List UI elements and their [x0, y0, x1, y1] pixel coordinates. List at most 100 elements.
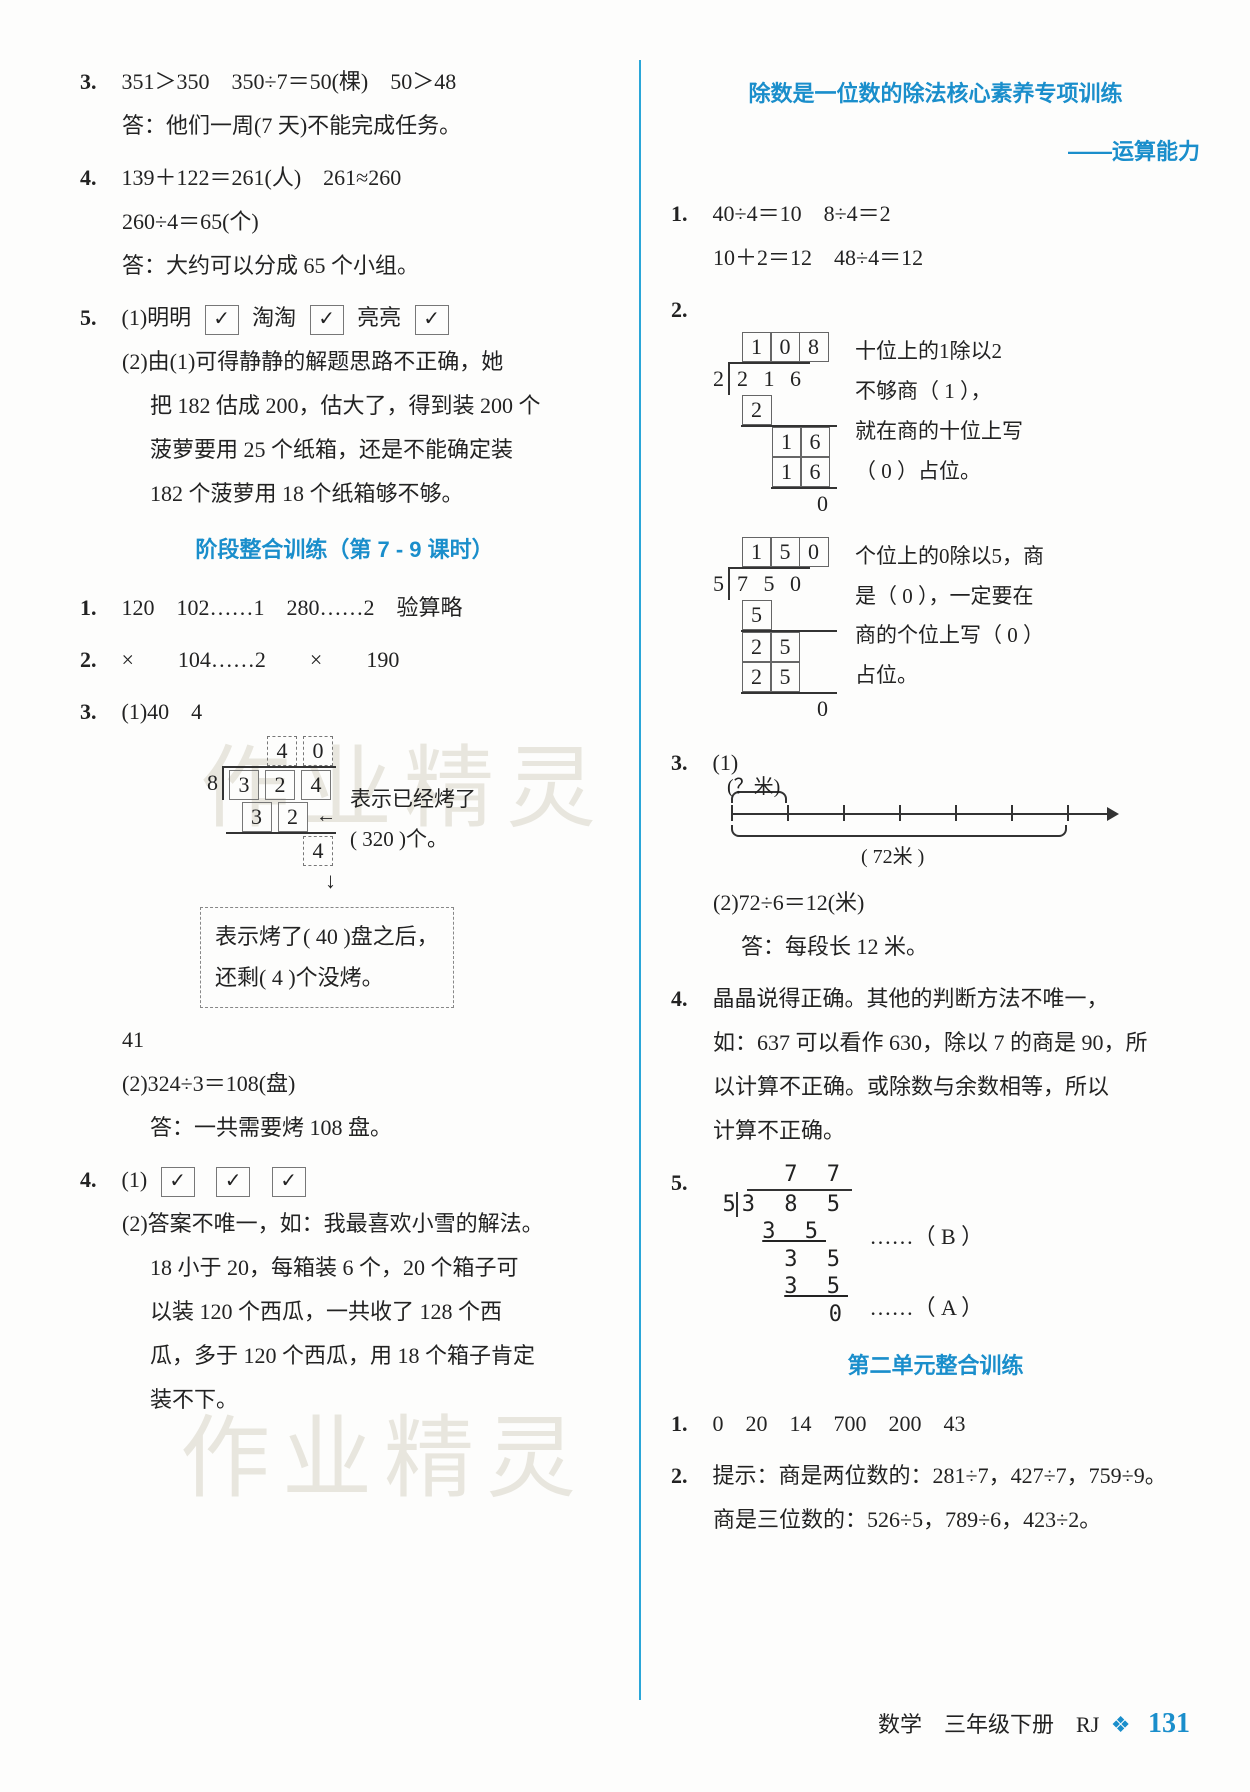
s4-p2a: (2)答案不唯一，如：我最喜欢小雪的解法。 [80, 1202, 609, 1246]
step-cell: 2 [278, 802, 308, 832]
r5-rem: 0 [723, 1301, 852, 1329]
divisor: 2 [713, 364, 728, 394]
dividend-cell: 6 [782, 365, 810, 395]
q5-p1a: (1)明明 [122, 305, 192, 330]
r2b-note3: 商的个位上写（ 0 ） [855, 616, 1044, 656]
r5-s1: 3 5 [723, 1218, 852, 1246]
note-right-2: ( 320 )个。 [350, 820, 476, 860]
checkbox: ✓ [216, 1167, 250, 1197]
r4-l3: 以计算不正确。或除数与余数相等，所以 [671, 1065, 1200, 1109]
s4-number: 4. [80, 1158, 116, 1202]
r1: 1. 40÷4＝10 8÷4＝2 10＋2＝12 48÷4＝12 [671, 192, 1200, 280]
r4: 4. 晶晶说得正确。其他的判断方法不唯一， 如：637 可以看作 630，除以 … [671, 977, 1200, 1153]
r5-s3: 3 5 [723, 1273, 852, 1301]
step-cell: 5 [770, 632, 800, 662]
s4-p2b: 18 小于 20，每箱装 6 个，20 个箱子可 [80, 1246, 609, 1290]
q4: 4. 139＋122＝261(人) 261≈260 260÷4＝65(个) 答：… [80, 156, 609, 288]
page-columns: 3. 351＞350 350÷7＝50(棵) 50＞48 答：他们一周(7 天)… [80, 60, 1200, 1700]
s1-number: 1. [80, 586, 116, 630]
right-title-2: ——运算能力 [671, 130, 1200, 174]
dividend-cell: 2 [729, 365, 757, 395]
r2a-long-division: 108 2 216 2 16 16 0 [713, 332, 837, 519]
s3: 3. (1)40 4 40 8 324 32 ← [80, 690, 609, 1150]
quotient-cell: 1 [742, 332, 772, 362]
r5-number: 5. [671, 1161, 707, 1205]
r2: 2. 108 2 216 2 16 16 [671, 288, 1200, 723]
quotient-cell: 0 [770, 332, 800, 362]
diamond-icon: ❖ [1111, 1712, 1131, 1737]
q5-p2a: (2)由(1)可得静静的解题思路不正确，她 [80, 340, 609, 384]
r5-quotient: 7 7 [747, 1161, 852, 1191]
column-divider [639, 60, 641, 1700]
s4: 4. (1) ✓ ✓ ✓ (2)答案不唯一，如：我最喜欢小雪的解法。 18 小于… [80, 1158, 609, 1422]
q5-p1c: 亮亮 [357, 305, 401, 330]
remainder-cell: 4 [303, 836, 333, 866]
s3-p2b: 答：一共需要烤 108 盘。 [80, 1106, 609, 1150]
r2a-note4: （ 0 ）占位。 [855, 452, 1023, 492]
checkbox: ✓ [205, 305, 239, 335]
quotient-cell: 0 [799, 537, 829, 567]
u2-l1: 提示：商是两位数的：281÷7，427÷7，759÷9。 [713, 1463, 1167, 1488]
r3-p2a: (2)72÷6＝12(米) [671, 881, 1200, 925]
r5-divisor: 5 [723, 1192, 736, 1217]
s2-text: × 104……2 × 190 [122, 647, 400, 672]
checkbox: ✓ [272, 1167, 306, 1197]
r2b-long-division: 150 5 750 5 25 25 0 [713, 537, 837, 724]
r2b-notes: 个位上的0除以5，商 是（ 0 ），一定要在 商的个位上写（ 0 ） 占位。 [855, 537, 1044, 697]
step-cell: 6 [800, 457, 830, 487]
number-line: (？米) ( 72米 ) [731, 791, 1111, 841]
note-right-1: 表示已经烤了 [350, 780, 476, 820]
r2a-notes: 十位上的1除以2 不够商（ 1 ）， 就在商的十位上写 （ 0 ）占位。 [855, 332, 1023, 492]
r2b-note4: 占位。 [855, 656, 1044, 696]
remainder: 0 [817, 489, 837, 519]
step-cell: 1 [772, 457, 802, 487]
s3-long-division: 40 8 324 32 ← 4 ↓ [200, 734, 336, 897]
u1: 1. 0 20 14 700 200 43 [671, 1402, 1200, 1446]
footer-subject: 数学 三年级下册 RJ [878, 1712, 1099, 1737]
s3-41: 41 [80, 1018, 609, 1062]
divisor: 5 [713, 569, 728, 599]
r2a-note2: 不够商（ 1 ）， [855, 372, 1023, 412]
q5-p1b: 淘淘 [252, 305, 296, 330]
quotient-cell: 4 [267, 736, 297, 766]
step-cell: 3 [242, 802, 272, 832]
r2b-note2: 是（ 0 ），一定要在 [855, 577, 1044, 617]
quotient-cell: 5 [770, 537, 800, 567]
page-footer: 数学 三年级下册 RJ ❖ 131 [878, 1696, 1190, 1752]
checkbox: ✓ [310, 305, 344, 335]
q3-number: 3. [80, 60, 116, 104]
s3-number: 3. [80, 690, 116, 734]
r2a-note3: 就在商的十位上写 [855, 412, 1023, 452]
s3-p1a: (1)40 4 [122, 699, 203, 724]
r1-l2: 10＋2＝12 48÷4＝12 [671, 236, 1200, 280]
q4-line2: 260÷4＝65(个) [80, 200, 609, 244]
arrow-left-icon: ← [316, 805, 336, 827]
r1-l1: 40÷4＝10 8÷4＝2 [713, 201, 891, 226]
quotient-cell: 1 [742, 537, 772, 567]
s2: 2. × 104……2 × 190 [80, 638, 609, 682]
q5-p2b: 把 182 估成 200，估大了，得到装 200 个 [80, 384, 609, 428]
u2: 2. 提示：商是两位数的：281÷7，427÷7，759÷9。 商是三位数的：5… [671, 1454, 1200, 1542]
right-column: 除数是一位数的除法核心素养专项训练 ——运算能力 1. 40÷4＝10 8÷4＝… [671, 60, 1200, 1700]
q5: 5. (1)明明 ✓ 淘淘 ✓ 亮亮 ✓ (2)由(1)可得静静的解题思路不正确… [80, 296, 609, 516]
r5-ansB: ……（ B ） [869, 1213, 983, 1261]
numline-bot-label: ( 72米 ) [861, 837, 924, 877]
q3-line1: 351＞350 350÷7＝50(棵) 50＞48 [122, 69, 457, 94]
step-cell: 5 [770, 662, 800, 692]
numline-top-label: (？米) [727, 767, 780, 807]
q4-number: 4. [80, 156, 116, 200]
r3-number: 3. [671, 741, 707, 785]
r5: 5. 7 7 53 8 5 3 5 3 5 3 5 0 ……（ B ） ……（ … [671, 1161, 1200, 1332]
dividend-cell: 3 [229, 770, 259, 800]
s1-text: 120 102……1 280……2 验算略 [122, 595, 463, 620]
step-cell: 2 [742, 395, 772, 425]
arrow-down-icon: ↓ [320, 866, 336, 897]
u2-number: 2. [671, 1454, 707, 1498]
r2a-note1: 十位上的1除以2 [855, 332, 1023, 372]
checkbox: ✓ [161, 1167, 195, 1197]
right-title-1: 除数是一位数的除法核心素养专项训练 [671, 72, 1200, 116]
u1-text: 0 20 14 700 200 43 [713, 1411, 966, 1436]
r2b-note1: 个位上的0除以5，商 [855, 537, 1044, 577]
dividend-cell: 2 [265, 770, 295, 800]
q5-p2d: 182 个菠萝用 18 个纸箱够不够。 [80, 472, 609, 516]
